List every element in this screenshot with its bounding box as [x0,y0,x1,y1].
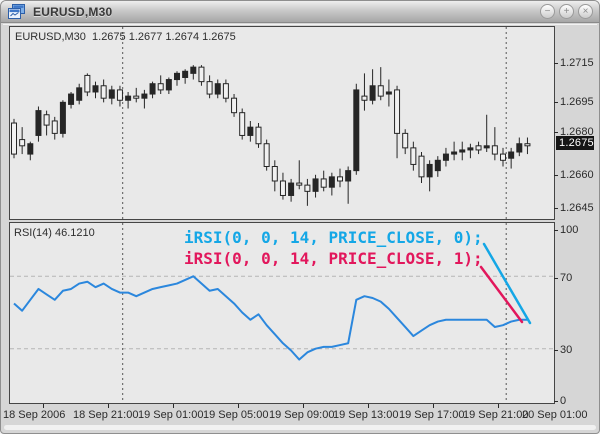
rsi-line-chart [10,223,554,403]
y-axis-label: 1.2645 [560,202,594,214]
x-axis-time-label: 19 Sep 09:00 [269,409,335,421]
x-axis-time-label: 19 Sep 13:00 [333,409,399,421]
y-axis-tick [554,132,558,133]
titlebar-divider [3,24,597,25]
y-axis-tick [554,278,558,279]
x-axis-tick [173,404,174,408]
x-axis-tick [433,404,434,408]
y-axis-label: 1.2680 [560,126,594,138]
y-axis-tick [554,175,558,176]
x-axis-tick [498,404,499,408]
y-axis-tick [554,350,558,351]
x-axis-tick [238,404,239,408]
y-axis-label: 0 [560,395,567,407]
title-bar[interactable]: EURUSD,M30 − + × [1,1,599,23]
x-axis-tick [303,404,304,408]
x-axis-tick [368,404,369,408]
y-axis-tick [554,230,558,231]
y-axis-tick [554,208,558,209]
y-axis-tick [554,401,558,402]
x-axis-time-label: 18 Sep 2006 [3,409,66,421]
y-axis-tick [554,63,558,64]
symbol-ohlc-header: EURUSD,M30 1.2675 1.2677 1.2674 1.2675 [15,31,236,43]
x-axis-time-label: 19 Sep 21:00 [463,409,529,421]
x-axis-time-label: 18 Sep 21:00 [73,409,139,421]
y-axis-label: 100 [560,224,579,236]
rsi-indicator-pane[interactable]: RSI(14) 46.1210 [9,222,555,404]
x-axis-tick [108,404,109,408]
annotation-irsi-0: iRSI(0, 0, 14, PRICE_CLOSE, 0); [184,228,483,247]
chart-window-icon [8,4,25,19]
close-button[interactable]: × [578,4,593,19]
price-chart-pane[interactable]: EURUSD,M30 1.2675 1.2677 1.2674 1.2675 [9,26,555,220]
y-axis-tick [554,102,558,103]
current-price-tag: 1.2675 [556,136,594,150]
x-axis-time-label: 19 Sep 17:00 [399,409,465,421]
window-title: EURUSD,M30 [33,4,113,19]
x-axis-time-label: 19 Sep 01:00 [138,409,204,421]
y-axis-label: 70 [560,272,573,284]
window-bottom-edge[interactable] [4,425,596,430]
minimize-button[interactable]: − [540,4,555,19]
x-axis-time-label: 20 Sep 01:00 [522,409,588,421]
annotation-irsi-1: iRSI(0, 0, 14, PRICE_CLOSE, 1); [184,249,483,268]
x-axis-time-label: 19 Sep 05:00 [203,409,269,421]
y-axis-label: 30 [560,344,573,356]
maximize-button[interactable]: + [559,4,574,19]
rsi-indicator-label: RSI(14) 46.1210 [14,227,95,239]
y-axis-label: 1.2715 [560,57,594,69]
y-axis-label: 1.2660 [560,169,594,181]
x-axis-tick [43,404,44,408]
y-axis-label: 1.2695 [560,96,594,108]
candlestick-chart [11,27,531,219]
